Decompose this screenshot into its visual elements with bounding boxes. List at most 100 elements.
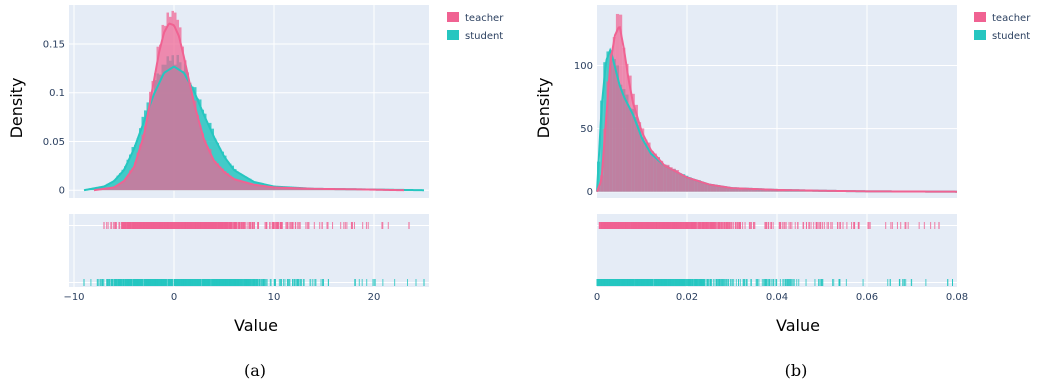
hist-bar-teacher: [678, 173, 683, 192]
hist-bar-teacher: [631, 93, 635, 192]
hist-bar-teacher: [109, 187, 112, 191]
hist-bar-teacher: [204, 140, 207, 191]
hist-bar-teacher: [603, 128, 607, 192]
hist-bar-teacher: [141, 134, 144, 191]
x-tick-labels: −10 0 10 20: [63, 292, 380, 303]
legend-swatch-student[interactable]: [974, 30, 986, 40]
hist-bar-teacher: [751, 188, 755, 192]
legend: teacher student: [447, 12, 504, 42]
hist-bar-teacher: [726, 187, 730, 192]
hist-bar-teacher: [754, 188, 758, 192]
hist-bar-teacher: [628, 75, 632, 192]
hist-bar-teacher: [691, 179, 695, 192]
hist-bar-teacher: [281, 187, 284, 191]
x-tick-label: 0.04: [766, 292, 788, 303]
rug-teacher: [103, 222, 410, 229]
hist-bar-teacher: [201, 133, 204, 191]
hist-bar-teacher: [700, 181, 705, 192]
hist-bar-teacher: [274, 187, 277, 191]
hist-bar-teacher: [266, 186, 269, 191]
hist-bar-teacher: [169, 16, 172, 191]
hist-bar-teacher: [641, 128, 645, 192]
hist-bar-teacher: [124, 179, 127, 191]
hist-bar-teacher: [710, 184, 714, 192]
rug-teacher: [598, 222, 940, 229]
legend-label-student[interactable]: student: [465, 31, 503, 42]
hist-bar-teacher: [209, 148, 212, 191]
hist-bar-teacher: [136, 152, 139, 191]
x-tick-label: −10: [63, 292, 84, 303]
hist-bar-teacher: [111, 187, 114, 191]
hist-bar-teacher: [745, 188, 749, 192]
hist-bar-teacher: [760, 189, 764, 192]
hist-bar-teacher: [682, 174, 686, 192]
hist-bar-teacher: [216, 163, 219, 191]
hist-bar-teacher: [126, 175, 129, 191]
legend-swatch-teacher[interactable]: [974, 12, 986, 22]
hist-bar-teacher: [653, 153, 657, 192]
hist-bar-student: [111, 181, 114, 191]
hist-bar-teacher: [229, 175, 232, 191]
hist-bar-teacher: [716, 185, 720, 192]
x-axis-title: Value: [776, 316, 820, 335]
hist-bar-teacher: [276, 187, 279, 191]
hist-bar-teacher: [656, 156, 660, 192]
caption: (a): [244, 361, 266, 380]
hist-bar-teacher: [619, 14, 623, 192]
hist-bar-teacher: [279, 187, 282, 191]
hist-bar-teacher: [186, 72, 189, 191]
hist-bar-teacher: [191, 96, 194, 191]
hist-bar-student: [600, 100, 604, 192]
hist-bar-teacher: [181, 46, 184, 191]
hist-bar-teacher: [757, 188, 761, 192]
hist-bar-teacher: [723, 186, 727, 192]
hist-bar-teacher: [114, 186, 117, 191]
hist-bar-teacher: [226, 173, 229, 191]
series-teacher: [597, 13, 957, 192]
hist-bar-teacher: [154, 73, 157, 191]
hist-bar-teacher: [609, 51, 613, 192]
hist-bar-teacher: [219, 166, 222, 191]
hist-bar-teacher: [729, 187, 733, 192]
hist-bar-teacher: [149, 91, 152, 191]
y-tick-label: 0.1: [49, 88, 65, 99]
hist-bar-teacher: [241, 181, 244, 191]
hist-bar-teacher: [231, 177, 234, 191]
hist-bar-teacher: [121, 181, 124, 191]
hist-bar-teacher: [694, 180, 698, 192]
hist-bar-teacher: [284, 187, 287, 191]
hist-bar-teacher: [663, 164, 667, 192]
y-tick-label: 0.05: [43, 137, 65, 148]
legend-label-teacher[interactable]: teacher: [992, 13, 1031, 24]
x-tick-label: 0: [171, 292, 177, 303]
hist-bar-teacher: [732, 187, 736, 192]
hist-bar-teacher: [685, 176, 689, 192]
y-tick-label: 0: [587, 187, 593, 198]
legend-label-student[interactable]: student: [992, 31, 1030, 42]
hist-bar-teacher: [600, 175, 604, 192]
hist-bar-teacher: [713, 185, 717, 192]
hist-bar-teacher: [259, 185, 262, 191]
rug-marks: [69, 214, 429, 287]
hist-bar-teacher: [236, 180, 239, 191]
hist-bar-teacher: [119, 183, 122, 191]
hist-bar-teacher: [249, 183, 252, 191]
legend-swatch-teacher[interactable]: [447, 12, 459, 22]
x-tick-label: 0: [594, 292, 600, 303]
hist-bar-teacher: [211, 158, 214, 191]
hist-bar-teacher: [650, 151, 654, 192]
hist-plot-area: [69, 5, 429, 198]
density-curve-teacher: [93, 22, 405, 192]
hist-bar-teacher: [164, 25, 167, 191]
legend-label-teacher[interactable]: teacher: [465, 13, 504, 24]
hist-bar-teacher: [666, 164, 670, 192]
hist-bar-student: [114, 179, 117, 191]
hist-bar-teacher: [161, 24, 164, 191]
hist-bar-teacher: [234, 178, 237, 191]
hist-bar-teacher: [151, 80, 154, 191]
hist-bar-teacher: [704, 182, 708, 192]
legend-swatch-student[interactable]: [447, 30, 459, 40]
hist-bar-teacher: [719, 185, 723, 192]
y-tick-labels: 0 50 100: [574, 61, 593, 198]
y-axis-title: Density: [7, 78, 26, 139]
